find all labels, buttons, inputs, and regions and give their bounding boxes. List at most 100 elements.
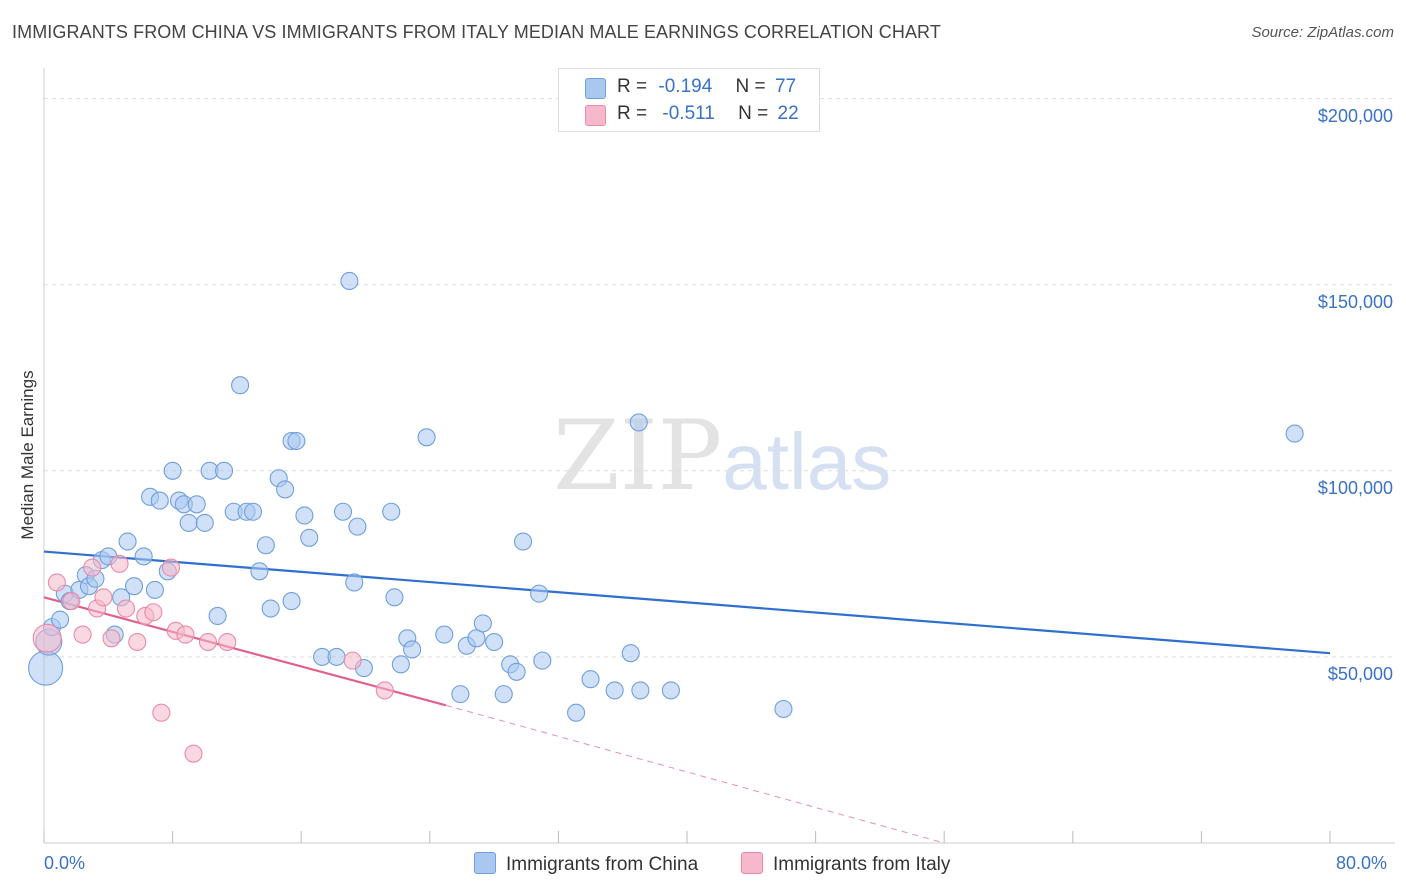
china-point [327, 647, 346, 666]
axes [43, 68, 1395, 844]
china-point [124, 577, 144, 596]
china-point [417, 428, 436, 447]
china-point [403, 640, 422, 659]
bottom-legend-label-china: Immigrants from China [506, 854, 699, 875]
legend-italy-n-value: 22 [777, 103, 799, 124]
bottom-legend-china[interactable]: Immigrants from China [474, 852, 698, 876]
grid-lines [44, 98, 1395, 658]
italy-point [62, 592, 81, 611]
china-point [467, 629, 486, 648]
china-point [382, 502, 401, 521]
china-point [451, 685, 470, 704]
china-point [276, 480, 295, 499]
italy-point [161, 558, 181, 577]
italy-point [128, 632, 147, 652]
italy-point [47, 573, 66, 592]
italy-point [176, 625, 195, 644]
legend-china-n-label: N = [735, 76, 766, 97]
china-point [533, 651, 552, 670]
legend-italy-r-value: -0.511 [662, 103, 715, 124]
italy-point [110, 554, 129, 573]
china-point [385, 588, 404, 607]
watermark-atlas: atlas [722, 417, 892, 506]
china-point [348, 517, 367, 536]
trendline-italy-extension [445, 704, 945, 844]
china-point [333, 502, 353, 521]
china-point [261, 599, 280, 618]
china-point [507, 662, 526, 681]
china-point [621, 644, 640, 663]
x-tick-label-max: 80.0% [1336, 853, 1388, 873]
china-point [214, 461, 234, 480]
legend-italy-n-label: N = [738, 103, 769, 124]
legend-italy-r-label: R = [617, 103, 648, 124]
legend-china-n-value: 77 [774, 76, 797, 97]
china-point [774, 699, 793, 719]
china-point [661, 681, 680, 700]
china-point [567, 703, 586, 722]
bottom-legend-label-italy: Immigrants from Italy [773, 854, 951, 875]
y-tick-label: $150,000 [1317, 291, 1393, 312]
china-point [243, 502, 263, 521]
china-point [629, 413, 648, 432]
italy-point [152, 703, 171, 722]
source-label: Source: ZipAtlas.com [1251, 24, 1394, 41]
y-axis-label: Median Male Earnings [18, 370, 37, 540]
bottom-legend-swatch-italy [741, 852, 763, 874]
china-point [51, 610, 70, 629]
china-point [295, 506, 314, 525]
bottom-legend-swatch-china [474, 852, 496, 874]
bottom-legend-italy[interactable]: Immigrants from Italy [741, 852, 950, 876]
chart-title: IMMIGRANTS FROM CHINA VS IMMIGRANTS FROM… [12, 22, 941, 42]
china-point [231, 376, 250, 395]
china-point [530, 584, 549, 603]
y-tick-label: $200,000 [1317, 105, 1393, 126]
china-point [581, 670, 600, 689]
legend-swatch-china [585, 78, 606, 99]
china-point [345, 573, 364, 592]
stats-legend: R = -0.194 N = 77 R = -0.511 N = 22 [558, 68, 820, 132]
china-point [150, 491, 169, 510]
china-point [605, 681, 624, 700]
legend-china-r-label: R = [617, 76, 648, 97]
china-point [256, 536, 275, 555]
china-point [513, 532, 533, 551]
china-point [282, 592, 301, 611]
legend-swatch-italy [585, 105, 606, 126]
legend-china-r-value: -0.194 [658, 76, 713, 97]
china-point [391, 655, 410, 674]
trendlines [43, 550, 1331, 844]
china-point [208, 606, 227, 626]
china-point [631, 681, 650, 700]
italy-point [116, 599, 136, 618]
italy-point [94, 588, 113, 607]
y-tick-label: $100,000 [1317, 477, 1393, 498]
china-point [300, 528, 319, 547]
china-point [179, 513, 198, 532]
china-point [195, 513, 214, 532]
china-point [134, 547, 153, 566]
china-point [163, 461, 182, 480]
italy-point [198, 632, 218, 652]
china-point [187, 495, 206, 514]
china-point [435, 625, 454, 644]
italy-point [83, 558, 102, 577]
china-points [28, 271, 1304, 722]
china-point [1285, 424, 1304, 443]
china-point [250, 562, 269, 581]
italy-point [73, 625, 92, 644]
trendline-china [43, 550, 1331, 655]
italy-point [375, 681, 394, 700]
italy-point [343, 651, 362, 670]
x-tick-label-min: 0.0% [44, 853, 86, 873]
china-point [485, 632, 504, 652]
italy-point [184, 744, 203, 763]
china-point [28, 650, 64, 686]
italy-point [102, 629, 121, 648]
china-point [145, 580, 164, 599]
china-point [287, 431, 306, 451]
italy-point [32, 623, 62, 653]
china-point [494, 685, 513, 704]
italy-point [144, 603, 163, 622]
